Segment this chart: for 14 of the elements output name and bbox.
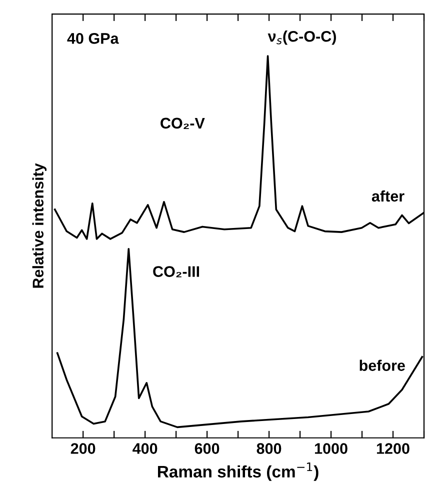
x-tick-label: 800 <box>256 443 282 454</box>
series-label: before <box>360 360 405 371</box>
annotation: ν$_{s}$(C-O-C) <box>268 30 336 45</box>
annotation: CO₂-V <box>160 118 205 129</box>
x-tick-label: 1200 <box>376 443 410 454</box>
text: 40 GPa <box>67 33 119 44</box>
x-axis-title: Raman shifts (cm$^{−1}$) <box>158 462 318 481</box>
y-axis-title: Relative intensity <box>32 163 47 288</box>
x-tick-label: 600 <box>194 443 220 454</box>
x-tick-label: 400 <box>132 443 158 454</box>
annotation: CO₂-III <box>153 266 200 278</box>
x-tick-label: 200 <box>70 443 96 454</box>
series-label: after <box>372 190 404 202</box>
x-tick-label: 1000 <box>315 443 348 454</box>
